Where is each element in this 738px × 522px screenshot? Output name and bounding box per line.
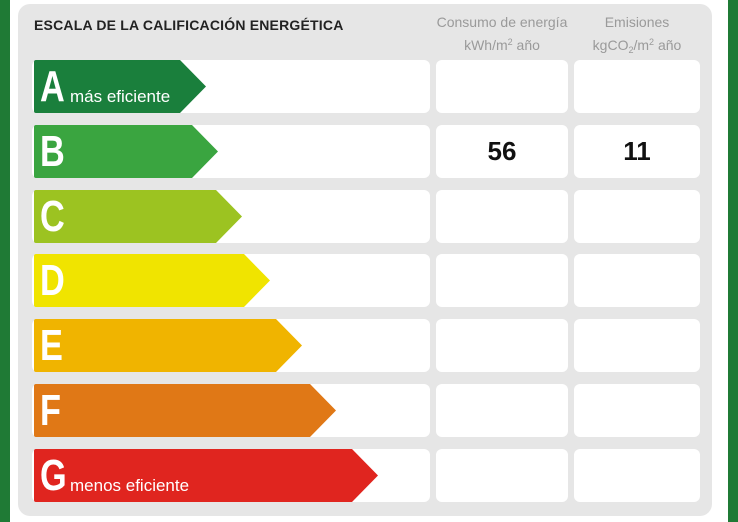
emisiones-cell (574, 319, 700, 372)
emisiones-cell (574, 449, 700, 502)
consumo-cell (436, 319, 568, 372)
consumo-cell: 56 (436, 125, 568, 178)
arrow-shape (34, 60, 206, 113)
rating-arrow-e: E (34, 319, 302, 372)
consumo-header-unit: kWh/m2 año (464, 37, 540, 53)
arrow-shape (34, 190, 242, 243)
emisiones-header-line1: Emisiones (604, 14, 670, 30)
rating-arrow-b: B (34, 125, 218, 178)
arrow-shape (34, 449, 378, 502)
rating-letter: C (40, 192, 65, 241)
consumo-cell (436, 449, 568, 502)
arrow-shape (34, 384, 336, 437)
emisiones-cell: 11 (574, 125, 700, 178)
rating-letter: E (40, 321, 63, 370)
emisiones-cell (574, 254, 700, 307)
rating-letter: G (40, 451, 67, 500)
emisiones-cell (574, 60, 700, 113)
consumo-cell (436, 384, 568, 437)
rating-arrow-d: D (34, 254, 270, 307)
scale-title: ESCALA DE LA CALIFICACIÓN ENERGÉTICA (34, 17, 344, 33)
rating-sublabel: más eficiente (70, 87, 171, 106)
consumo-cell (436, 254, 568, 307)
rating-letter: F (40, 386, 61, 435)
arrow-shape (34, 125, 218, 178)
rating-arrow-f: F (34, 384, 336, 437)
emisiones-column-header: Emisiones kgCO2/m2 año (574, 12, 700, 60)
consumo-header-line1: Consumo de energía (436, 14, 568, 30)
consumo-cell (436, 190, 568, 243)
rating-letter: D (40, 256, 65, 305)
consumo-column-header: Consumo de energía kWh/m2 año (436, 12, 568, 55)
rating-letter: A (40, 62, 65, 111)
emisiones-header-unit: kgCO2/m2 año (592, 37, 682, 55)
arrow-shape (34, 254, 270, 307)
rating-sublabel: menos eficiente (70, 476, 190, 495)
rating-arrow-c: C (34, 190, 242, 243)
arrow-shape (34, 319, 302, 372)
consumo-cell (436, 60, 568, 113)
emisiones-cell (574, 190, 700, 243)
rating-letter: B (40, 127, 65, 176)
emisiones-cell (574, 384, 700, 437)
